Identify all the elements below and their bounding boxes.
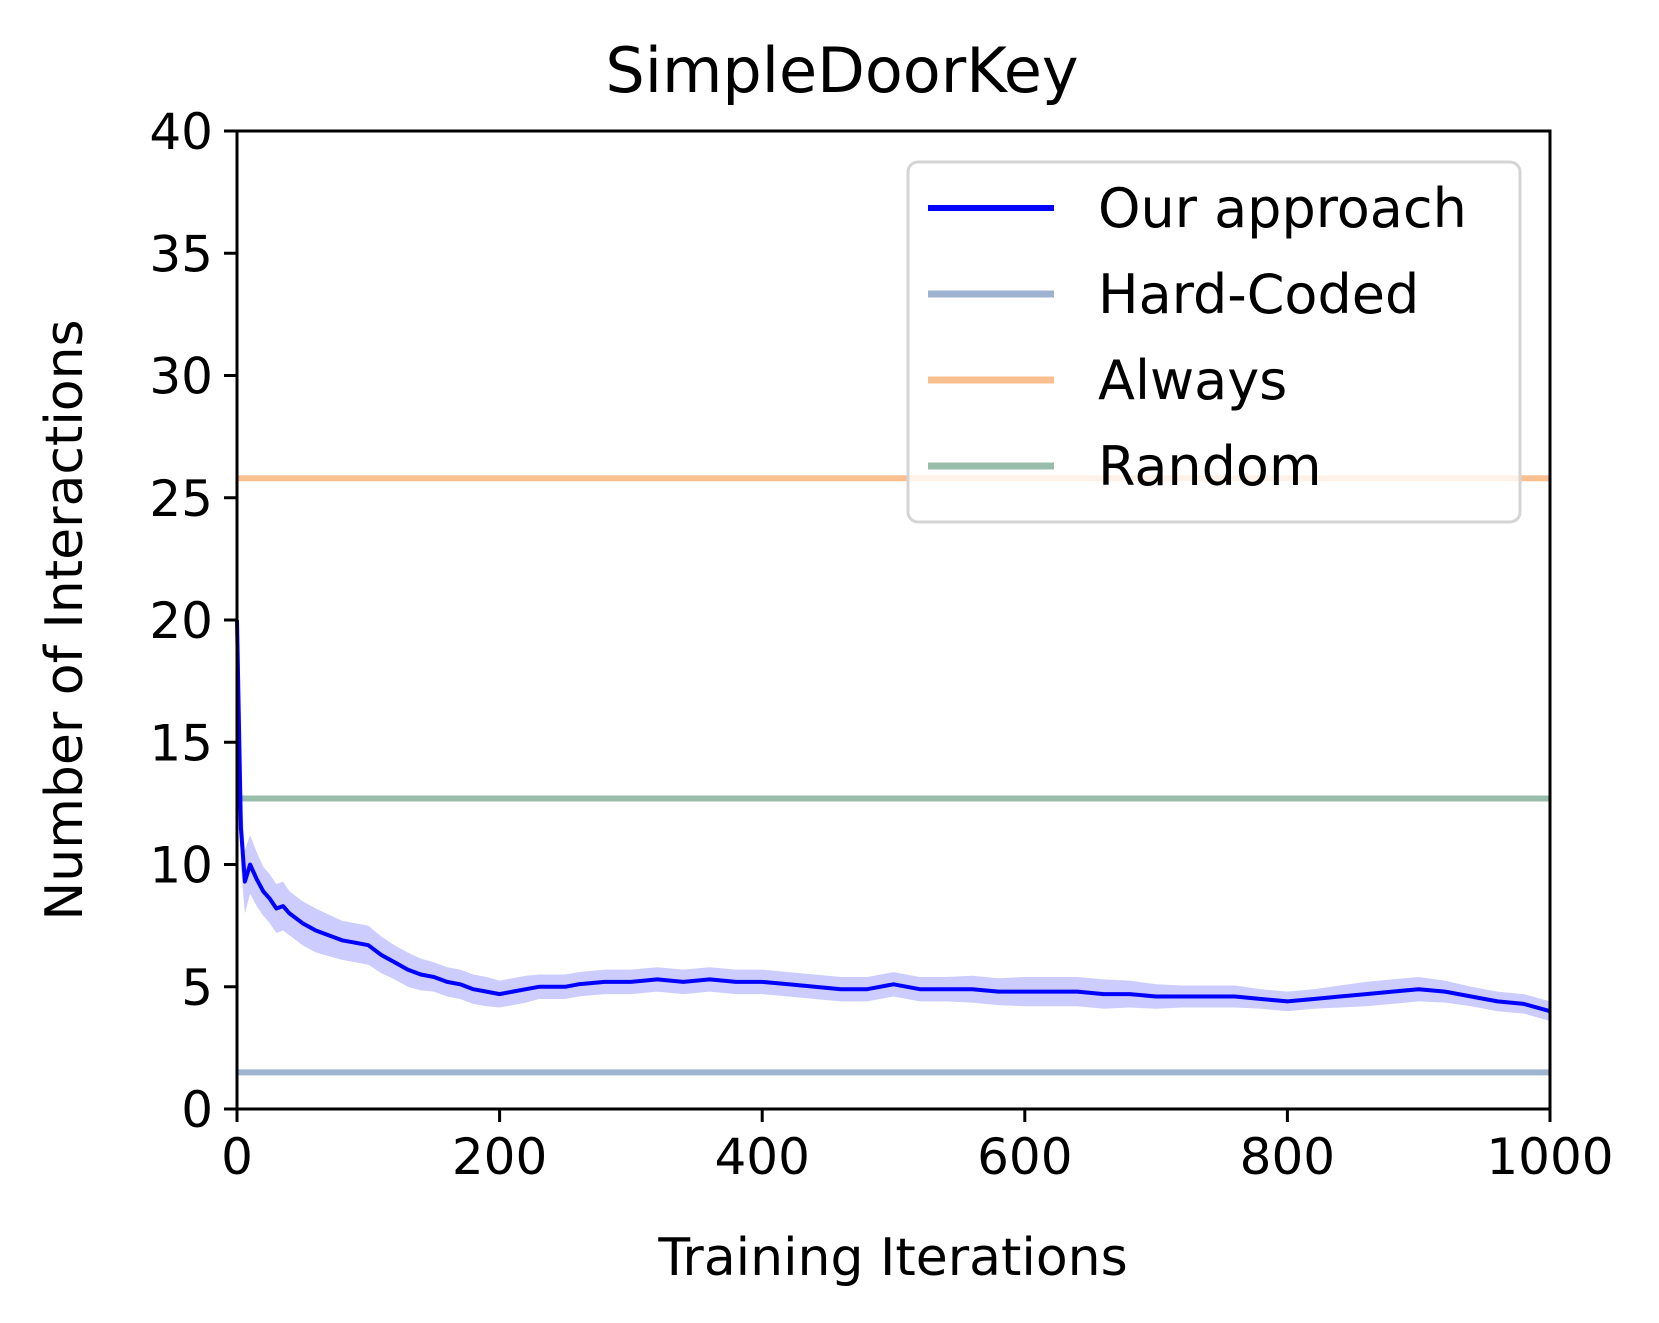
y-tick-label: 40 [149,103,213,161]
legend-label-random: Random [1098,435,1322,498]
y-tick-label: 25 [149,470,213,528]
y-tick-label: 35 [149,225,213,283]
legend-box [906,160,1522,524]
y-tick-label: 20 [149,592,213,650]
x-tick-label: 200 [452,1128,547,1186]
legend-label-always: Always [1098,349,1287,412]
legend-label-our-approach: Our approach [1098,177,1467,240]
y-axis: 0 5 10 15 20 25 30 35 40 [149,103,237,1139]
x-axis-label: Training Iterations [657,1228,1127,1288]
x-tick-label: 0 [221,1128,253,1186]
y-axis-label: Number of Interactions [35,319,95,920]
series-band-our-approach [237,558,1550,1021]
plot-area [235,475,1551,1076]
x-tick-label: 1000 [1486,1128,1613,1186]
y-tick-label: 15 [149,714,213,772]
series-line-our-approach [235,619,1551,1014]
x-axis: 0 200 400 600 800 1000 [221,1109,1614,1186]
y-tick-label: 0 [181,1081,213,1139]
y-tick-label: 10 [149,837,213,895]
legend: Our approach Hard-Coded Always Random [906,160,1522,524]
x-tick-label: 400 [714,1128,809,1186]
chart-title: SimpleDoorKey [605,34,1078,107]
y-tick-label: 30 [149,348,213,406]
x-tick-label: 600 [977,1128,1072,1186]
y-tick-label: 5 [181,959,213,1017]
legend-label-hard-coded: Hard-Coded [1098,263,1419,326]
x-tick-label: 800 [1240,1128,1335,1186]
